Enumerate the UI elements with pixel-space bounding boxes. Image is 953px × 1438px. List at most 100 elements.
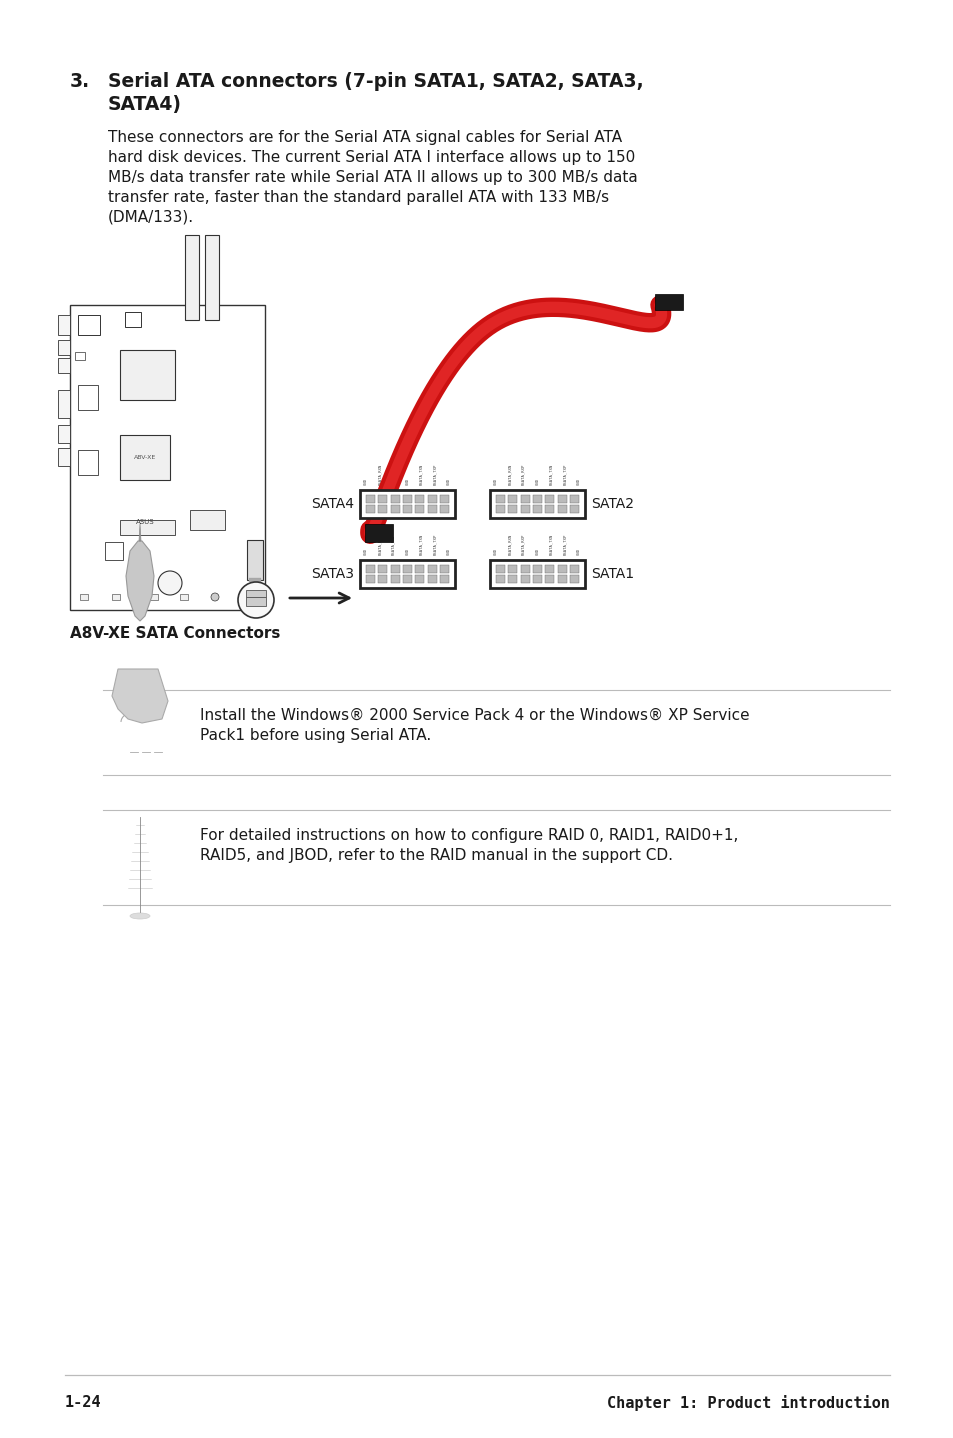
Bar bbox=[185, 234, 199, 321]
Text: RSATA_TXN: RSATA_TXN bbox=[549, 533, 553, 555]
Text: hard disk devices. The current Serial ATA I interface allows up to 150: hard disk devices. The current Serial AT… bbox=[108, 150, 635, 165]
Bar bbox=[58, 426, 70, 443]
Text: RSATA_RXP: RSATA_RXP bbox=[521, 463, 525, 485]
Bar bbox=[496, 505, 504, 513]
Text: ABV-XE: ABV-XE bbox=[133, 454, 156, 460]
Bar bbox=[402, 505, 412, 513]
Bar bbox=[545, 495, 554, 503]
Text: Pack1 before using Serial ATA.: Pack1 before using Serial ATA. bbox=[200, 728, 431, 743]
Bar bbox=[391, 495, 399, 503]
Text: GND: GND bbox=[535, 548, 539, 555]
Text: RSATA_TXN: RSATA_TXN bbox=[419, 463, 423, 485]
Bar bbox=[508, 495, 517, 503]
Bar bbox=[569, 505, 578, 513]
Bar bbox=[533, 495, 541, 503]
Bar bbox=[58, 390, 70, 418]
Bar bbox=[78, 450, 98, 475]
Bar bbox=[120, 521, 174, 535]
Bar bbox=[249, 608, 261, 613]
Bar bbox=[130, 594, 138, 600]
Bar bbox=[545, 565, 554, 572]
Text: RSATA_RXP: RSATA_RXP bbox=[392, 533, 395, 555]
Bar bbox=[402, 565, 412, 572]
Bar bbox=[120, 349, 174, 400]
Bar bbox=[569, 495, 578, 503]
Bar bbox=[439, 505, 449, 513]
Circle shape bbox=[237, 582, 274, 618]
Bar bbox=[190, 510, 225, 531]
Text: GND: GND bbox=[494, 548, 497, 555]
Bar bbox=[558, 495, 566, 503]
Text: SATA4: SATA4 bbox=[311, 498, 354, 510]
Bar bbox=[545, 575, 554, 582]
Bar bbox=[533, 505, 541, 513]
Bar bbox=[70, 305, 265, 610]
Bar bbox=[58, 315, 70, 335]
Bar bbox=[180, 594, 188, 600]
Text: RSATA_TXP: RSATA_TXP bbox=[433, 463, 436, 485]
Bar bbox=[58, 449, 70, 466]
Bar bbox=[378, 495, 387, 503]
Text: RSATA_RXN: RSATA_RXN bbox=[507, 533, 512, 555]
Bar bbox=[427, 575, 436, 582]
Bar bbox=[391, 565, 399, 572]
Bar bbox=[496, 565, 504, 572]
Bar bbox=[545, 505, 554, 513]
Bar bbox=[655, 293, 682, 311]
Bar bbox=[402, 495, 412, 503]
Bar bbox=[520, 565, 529, 572]
Bar bbox=[427, 565, 436, 572]
Bar bbox=[391, 575, 399, 582]
Bar bbox=[366, 565, 375, 572]
Ellipse shape bbox=[130, 913, 150, 919]
Circle shape bbox=[158, 571, 182, 595]
Text: 1-24: 1-24 bbox=[65, 1395, 101, 1411]
Bar bbox=[80, 594, 88, 600]
Bar bbox=[558, 505, 566, 513]
Bar bbox=[249, 603, 261, 605]
Text: These connectors are for the Serial ATA signal cables for Serial ATA: These connectors are for the Serial ATA … bbox=[108, 129, 621, 145]
Text: A8V-XE SATA Connectors: A8V-XE SATA Connectors bbox=[70, 626, 280, 641]
Bar bbox=[558, 565, 566, 572]
Bar bbox=[520, 575, 529, 582]
Bar bbox=[365, 523, 393, 542]
FancyArrowPatch shape bbox=[290, 592, 349, 603]
Text: GND: GND bbox=[447, 548, 451, 555]
Bar bbox=[520, 495, 529, 503]
Bar bbox=[359, 559, 455, 588]
Text: RSATA_TXN: RSATA_TXN bbox=[419, 533, 423, 555]
Bar bbox=[439, 495, 449, 503]
Text: RSATA_RXP: RSATA_RXP bbox=[521, 533, 525, 555]
Polygon shape bbox=[139, 523, 141, 541]
Text: For detailed instructions on how to configure RAID 0, RAID1, RAID0+1,: For detailed instructions on how to conf… bbox=[200, 828, 738, 843]
Bar bbox=[533, 565, 541, 572]
Text: GND: GND bbox=[364, 548, 368, 555]
Text: GND: GND bbox=[405, 548, 409, 555]
Bar bbox=[415, 575, 424, 582]
Bar bbox=[520, 505, 529, 513]
Text: GND: GND bbox=[577, 477, 580, 485]
Polygon shape bbox=[112, 669, 168, 723]
Bar bbox=[120, 436, 170, 480]
Bar bbox=[246, 597, 266, 605]
Bar bbox=[439, 575, 449, 582]
Text: GND: GND bbox=[535, 477, 539, 485]
Text: GND: GND bbox=[364, 477, 368, 485]
Text: GND: GND bbox=[447, 477, 451, 485]
Text: GND: GND bbox=[577, 548, 580, 555]
Bar bbox=[205, 234, 219, 321]
Text: RSATA_TXP: RSATA_TXP bbox=[433, 533, 436, 555]
Bar bbox=[508, 575, 517, 582]
Text: SATA3: SATA3 bbox=[311, 567, 354, 581]
Bar bbox=[490, 559, 584, 588]
Bar bbox=[105, 542, 123, 559]
Text: RSATA_RXN: RSATA_RXN bbox=[377, 463, 381, 485]
Text: GND: GND bbox=[405, 477, 409, 485]
Text: Serial ATA connectors (7-pin SATA1, SATA2, SATA3,: Serial ATA connectors (7-pin SATA1, SATA… bbox=[108, 72, 643, 91]
Text: SATA1: SATA1 bbox=[590, 567, 634, 581]
Bar bbox=[391, 505, 399, 513]
Bar bbox=[249, 595, 261, 600]
Text: RSATA_RXP: RSATA_RXP bbox=[392, 463, 395, 485]
Bar bbox=[378, 575, 387, 582]
Bar bbox=[496, 575, 504, 582]
